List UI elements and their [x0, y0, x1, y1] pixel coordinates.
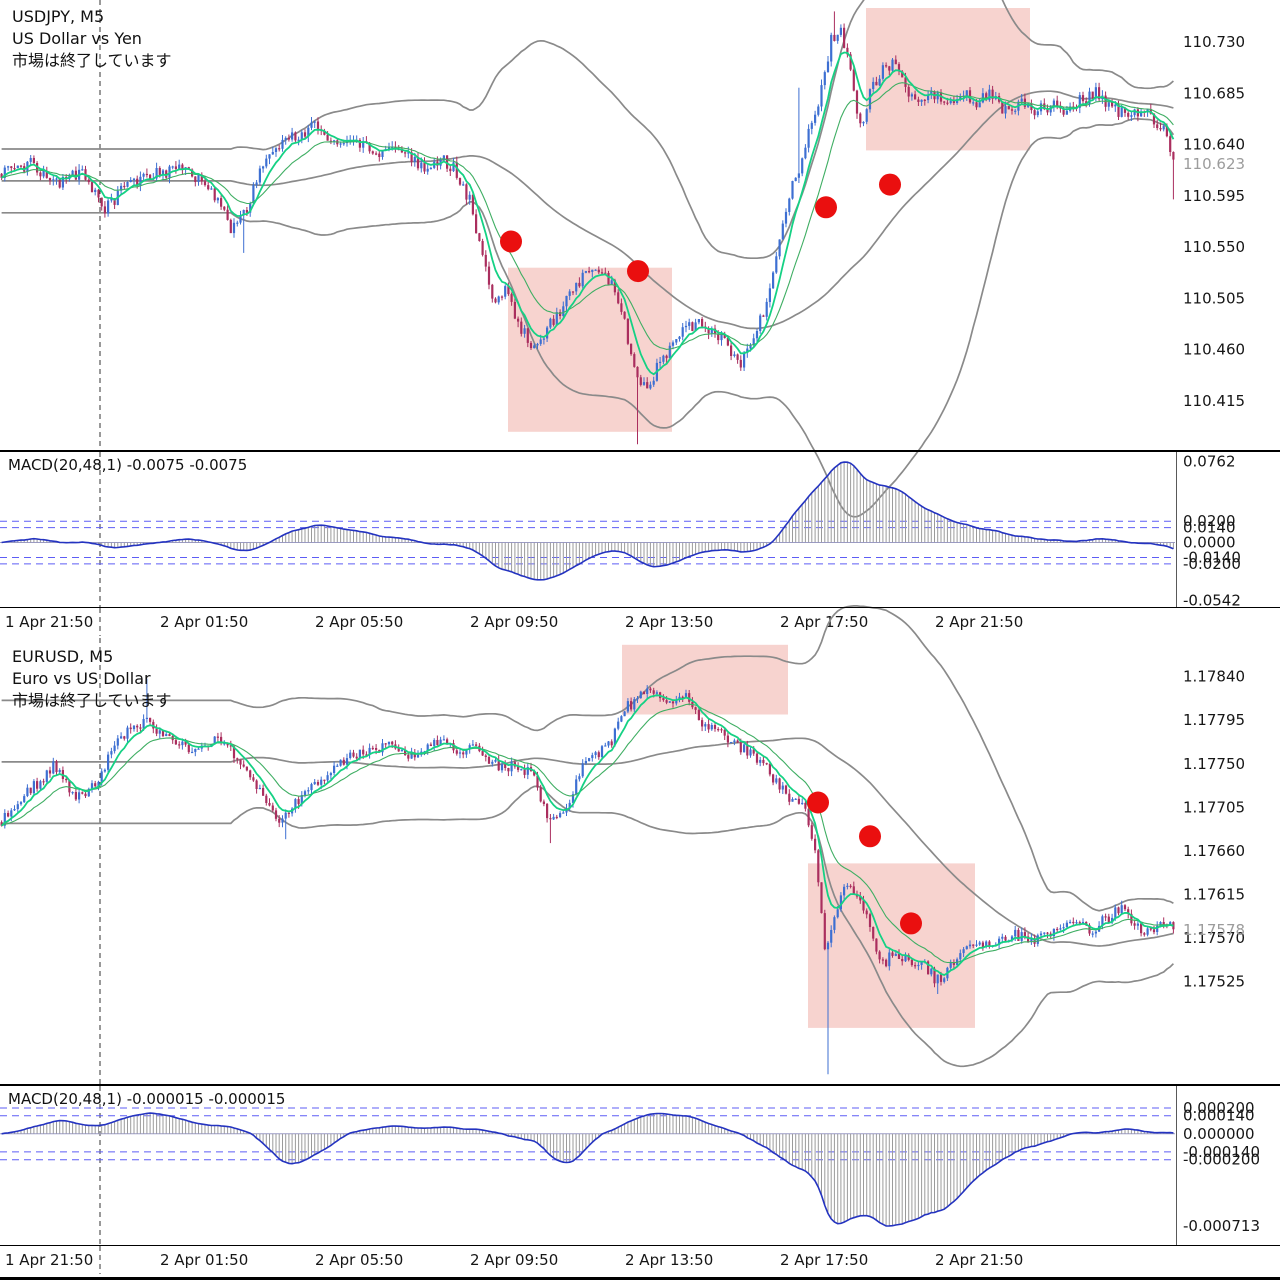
time-axis: 1 Apr 21:50 2 Apr 01:50 2 Apr 05:50 2 Apr 0…	[5, 613, 1023, 631]
panel-separator	[0, 1245, 1280, 1246]
macd-histogram	[4, 1113, 1174, 1226]
price-axis: 110.730 110.685 110.640 110.595 110.550 110.5…	[1183, 33, 1245, 410]
price-axis-label: 1.17660	[1183, 842, 1245, 860]
panel-separator	[0, 607, 1280, 608]
highlight-boxes	[622, 644, 975, 1028]
macd-axis-label: -0.000140	[1183, 1143, 1260, 1161]
price-axis-label: 1.17525	[1183, 972, 1245, 990]
time-axis-label: 2 Apr 21:50	[935, 1251, 1023, 1269]
time-axis-label: 2 Apr 09:50	[470, 1251, 558, 1269]
macd-axis-label: 0.0000	[1183, 534, 1236, 552]
highlight-boxes	[508, 8, 1030, 432]
price-axis-label: 110.640	[1183, 136, 1245, 154]
panel-separator	[0, 1084, 1280, 1086]
bollinger-bands	[1, 605, 1175, 1068]
macd-panel-border	[1176, 1086, 1177, 1245]
price-axis-label: 110.595	[1183, 187, 1245, 205]
usdjpy-symbol-title: USDJPY, M5	[12, 7, 105, 26]
price-axis-label: 1.17750	[1183, 755, 1245, 773]
price-axis-label: 1.17570	[1183, 929, 1245, 947]
panel-separator	[0, 450, 1280, 452]
macd-axis-label: 0.000000	[1183, 1125, 1255, 1143]
ma-fast-line	[0, 694, 1174, 976]
macd-axis-label: -0.000200	[1183, 1151, 1260, 1169]
price-axis-label: 110.550	[1183, 238, 1245, 256]
macd-axis-label: 0.000140	[1183, 1107, 1255, 1125]
time-axis-label: 2 Apr 13:50	[625, 1251, 713, 1269]
macd-axis-label: 0.0140	[1183, 519, 1236, 537]
price-axis: 1.17840 1.17795 1.17750 1.17705 1.17660 1.176…	[1183, 668, 1245, 991]
time-axis-label: 2 Apr 05:50	[315, 1251, 403, 1269]
macd-level-lines	[0, 1107, 1175, 1161]
eurusd-market-status: 市場は終了しています	[12, 691, 172, 710]
time-axis-label: 2 Apr 17:50	[780, 613, 868, 631]
current-price-label: 1.17578	[1183, 921, 1245, 939]
price-axis-label: 1.17705	[1183, 798, 1245, 816]
eurusd-pane[interactable]: 1.17840 1.17795 1.17750 1.17705 1.17660 1.176…	[0, 605, 1260, 1274]
time-axis-label: 1 Apr 21:50	[5, 613, 93, 631]
price-axis-label: 1.17840	[1183, 668, 1245, 686]
time-axis-label: 2 Apr 05:50	[315, 613, 403, 631]
macd-histogram	[4, 462, 1174, 580]
signal-dots	[500, 173, 901, 283]
time-axis-label: 2 Apr 21:50	[935, 613, 1023, 631]
eurusd-macd-label: MACD(20,48,1) -0.000015 -0.000015	[8, 1090, 286, 1108]
price-axis-label: 110.415	[1183, 392, 1245, 410]
price-axis-label: 110.685	[1183, 84, 1245, 102]
macd-axis-label: -0.0200	[1183, 555, 1241, 573]
eurusd-symbol-title: EURUSD, M5	[12, 647, 114, 666]
ma-slow-line	[1, 703, 1174, 964]
macd-line	[1, 461, 1174, 581]
usdjpy-header: USDJPY, M5 US Dollar vs Yen 市場は終了しています	[12, 6, 172, 72]
macd-axis-label: -0.0542	[1183, 591, 1241, 609]
price-axis-label: 110.460	[1183, 341, 1245, 359]
price-axis-label: 1.17615	[1183, 885, 1245, 903]
time-axis-label: 1 Apr 21:50	[5, 1251, 93, 1269]
bollinger-bands	[1, 0, 1175, 518]
macd-axis-label: 0.000200	[1183, 1099, 1255, 1117]
time-axis-label: 2 Apr 01:50	[160, 1251, 248, 1269]
macd-line	[1, 1112, 1174, 1227]
macd-axis-label: -0.000713	[1183, 1217, 1260, 1235]
time-axis-label: 2 Apr 01:50	[160, 613, 248, 631]
macd-axis-label: -0.0140	[1183, 549, 1241, 567]
usdjpy-symbol-description: US Dollar vs Yen	[12, 29, 142, 48]
panel-separator	[0, 1277, 1280, 1280]
eurusd-header: EURUSD, M5 Euro vs US Dollar 市場は終了しています	[12, 646, 172, 712]
usdjpy-pane[interactable]: 110.730 110.685 110.640 110.595 110.550 110.5…	[0, 0, 1245, 636]
macd-level-lines	[0, 520, 1175, 565]
time-axis: 1 Apr 21:50 2 Apr 01:50 2 Apr 05:50 2 Apr 0…	[5, 1251, 1023, 1269]
macd-axis-label: 0.0762	[1183, 452, 1236, 470]
ma-fast-line	[1, 51, 1175, 376]
macd-axis: 0.0002000.0001400.000000-0.000140-0.0002…	[1183, 1099, 1260, 1235]
eurusd-symbol-description: Euro vs US Dollar	[12, 669, 151, 688]
current-price-label: 110.623	[1183, 155, 1245, 173]
usdjpy-market-status: 市場は終了しています	[12, 51, 172, 70]
time-axis-label: 2 Apr 17:50	[780, 1251, 868, 1269]
signal-dots	[807, 791, 922, 935]
time-axis-label: 2 Apr 09:50	[470, 613, 558, 631]
price-axis-label: 110.505	[1183, 290, 1245, 308]
price-axis-label: 110.730	[1183, 33, 1245, 51]
time-axis-label: 2 Apr 13:50	[625, 613, 713, 631]
price-axis-label: 1.17795	[1183, 711, 1245, 729]
macd-panel-border	[1176, 452, 1177, 607]
macd-axis-label: 0.0200	[1183, 512, 1236, 530]
usdjpy-macd-label: MACD(20,48,1) -0.0075 -0.0075	[8, 456, 248, 474]
